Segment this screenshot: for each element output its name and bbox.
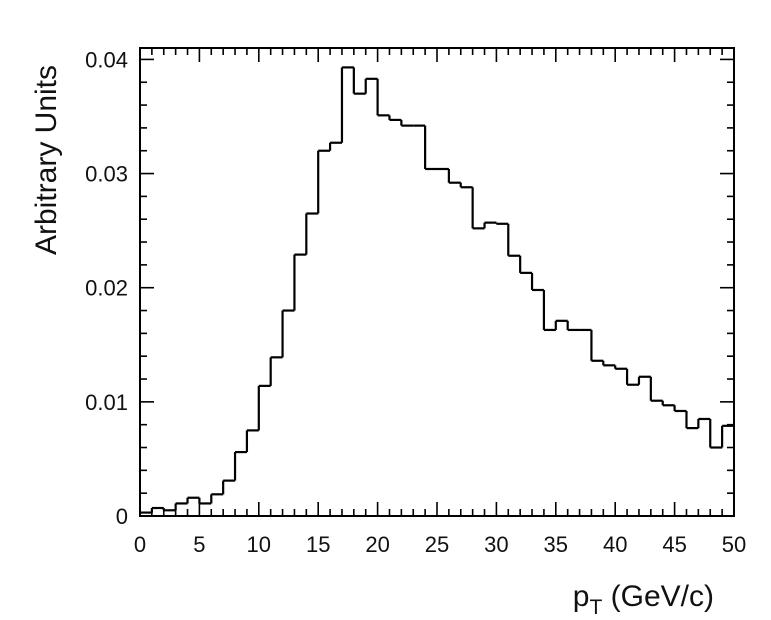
y-tick-label: 0.04 [85,47,128,72]
x-tick-label: 45 [662,532,686,557]
x-tick-label: 50 [722,532,746,557]
y-tick-label: 0.03 [85,162,128,187]
x-tick-label: 40 [603,532,627,557]
y-tick-label: 0.02 [85,276,128,301]
x-tick-label: 15 [306,532,330,557]
x-axis-title-symbol: p [573,580,590,613]
plot-frame [139,47,735,517]
x-axis-title-subscript: T [589,596,602,619]
x-tick-label: 0 [134,532,146,557]
histogram-series [140,66,734,514]
y-tick-label: 0 [116,504,128,529]
axis-ticks [139,48,735,517]
x-tick-label: 5 [193,532,205,557]
y-tick-label: 0.01 [85,390,128,415]
x-axis-title-unit: (GeV/c) [602,580,714,613]
x-tick-label: 20 [365,532,389,557]
x-tick-label: 25 [425,532,449,557]
y-axis-title: Arbitrary Units [30,65,63,255]
x-tick-label: 30 [484,532,508,557]
x-tick-label: 10 [247,532,271,557]
x-axis-title: pT (GeV/c) [573,580,714,619]
x-tick-label: 35 [544,532,568,557]
tick-labels: 0 5 10 15 20 25 30 35 40 45 50 0 0.01 0.02 0.03 0.04 [85,47,746,557]
